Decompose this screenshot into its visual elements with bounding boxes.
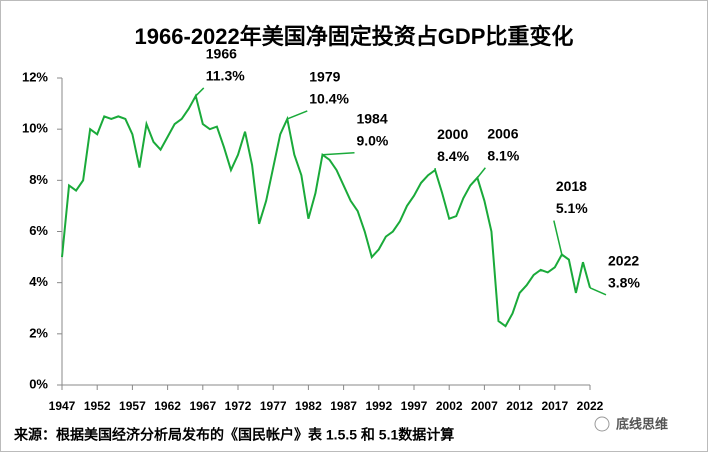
source-note: 来源：根据美国经济分析局发布的《国民帐户》表 1.5.5 和 5.1数据计算 [13,427,454,443]
annotation-year: 2018 [556,178,587,194]
annotation-value: 10.4% [309,91,349,107]
chart-title: 1966-2022年美国净固定投资占GDP比重变化 [135,24,574,49]
annotation-year: 2006 [487,125,518,141]
x-tick-label: 1987 [330,399,357,413]
y-tick-label: 6% [29,223,48,238]
y-tick-label: 12% [22,69,48,84]
x-tick-label: 2017 [541,399,568,413]
watermark-icon [594,416,610,432]
x-tick-label: 1947 [49,399,76,413]
series-line [61,93,591,328]
x-tick-label: 1952 [84,399,111,413]
x-tick-label: 1977 [260,399,287,413]
y-tick-label: 0% [29,376,48,391]
x-tick-label: 1992 [365,399,392,413]
y-tick-label: 8% [29,172,48,187]
annotation-value: 8.4% [437,148,469,164]
watermark: 底线思维 [616,416,668,431]
annotation-value: 9.0% [356,132,388,148]
annotation-leader [287,110,308,120]
y-tick-label: 2% [29,325,48,340]
annotation-leader [476,167,486,179]
annotation-leader [589,287,607,296]
x-tick-label: 1997 [401,399,428,413]
annotation-value: 5.1% [556,200,588,216]
annotation-value: 8.1% [487,147,519,163]
annotation-year: 2000 [437,126,468,142]
annotation-year: 2022 [608,252,639,268]
x-tick-label: 2012 [506,399,533,413]
x-tick-label: 1972 [225,399,252,413]
annotation-year: 1966 [206,46,237,62]
annotation-year: 1979 [309,69,340,85]
annotation-leader [322,152,355,156]
y-tick-label: 4% [29,274,48,289]
annotation-value: 11.3% [206,68,245,84]
x-tick-label: 2007 [471,399,498,413]
x-tick-label: 1967 [189,399,216,413]
annotation-leader [553,220,563,255]
x-tick-label: 1962 [154,399,181,413]
x-tick-label: 1957 [119,399,146,413]
annotation-year: 1984 [356,110,387,126]
annotation-value: 3.8% [608,274,640,290]
x-tick-label: 2022 [577,399,604,413]
x-tick-label: 1982 [295,399,322,413]
y-tick-label: 10% [22,121,48,136]
x-tick-label: 2002 [436,399,463,413]
annotation-leader [195,87,205,97]
